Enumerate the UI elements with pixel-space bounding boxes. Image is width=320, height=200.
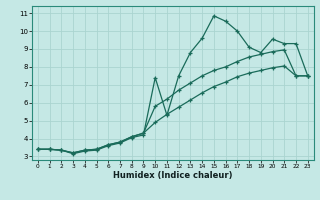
X-axis label: Humidex (Indice chaleur): Humidex (Indice chaleur) — [113, 171, 233, 180]
